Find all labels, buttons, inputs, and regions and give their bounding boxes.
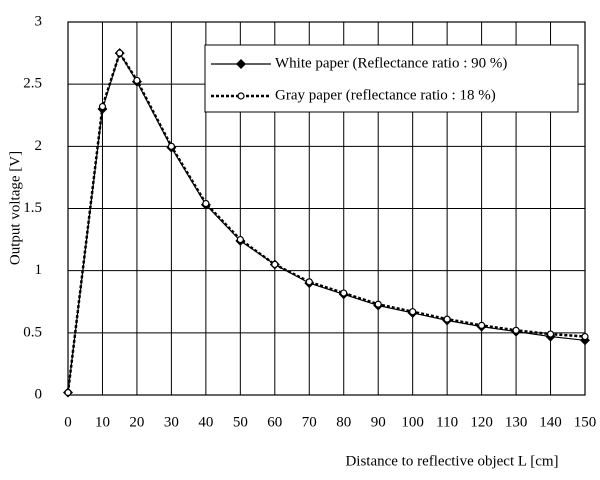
x-tick-label: 70 (302, 414, 317, 430)
y-tick-label: 0 (35, 386, 43, 402)
y-tick-label: 2 (35, 138, 43, 154)
data-point (478, 321, 486, 329)
x-tick-label: 30 (164, 414, 179, 430)
x-tick-label: 0 (64, 414, 72, 430)
x-tick-label: 140 (539, 414, 562, 430)
data-point (167, 142, 175, 150)
x-tick-label: 40 (198, 414, 213, 430)
x-tick-label: 130 (505, 414, 528, 430)
data-point (271, 260, 279, 269)
data-point (581, 332, 589, 341)
plot-frame (67, 21, 586, 396)
legend-label: White paper (Reflectance ratio : 90 %) (275, 55, 507, 71)
y-axis-label: Output voltage [V] (7, 151, 23, 265)
data-point (305, 278, 313, 286)
x-tick-label: 50 (233, 414, 248, 430)
legend-box (204, 44, 579, 113)
x-tick-label: 20 (129, 414, 144, 430)
x-tick-label: 60 (267, 414, 282, 430)
x-tick-label: 100 (401, 414, 424, 430)
x-tick-label: 10 (95, 414, 110, 430)
legend-marker (237, 92, 245, 100)
data-point (116, 49, 124, 57)
data-point (512, 326, 520, 334)
data-point (133, 76, 141, 85)
data-point (64, 388, 72, 397)
data-point (236, 235, 244, 244)
x-tick-label: 150 (574, 414, 597, 430)
data-point (340, 289, 348, 297)
legend-label: Gray paper (reflectance ratio : 18 %) (275, 87, 496, 103)
y-tick-label: 1.5 (23, 200, 42, 216)
data-point (202, 199, 210, 208)
x-tick-label: 110 (436, 414, 458, 430)
y-tick-label: 2.5 (23, 76, 42, 92)
data-point (546, 330, 555, 338)
x-tick-label: 90 (371, 414, 386, 430)
y-tick-label: 0.5 (23, 324, 42, 340)
x-tick-label: 80 (336, 414, 351, 430)
series-line (66, 50, 586, 393)
legend-marker (236, 59, 246, 69)
data-point (374, 300, 382, 308)
data-point (98, 102, 107, 111)
y-tick-label: 3 (35, 13, 43, 29)
x-axis-label: Distance to reflective object L [cm] (345, 453, 558, 469)
data-point (409, 308, 417, 316)
data-point (443, 315, 451, 323)
y-tick-label: 1 (35, 262, 43, 278)
x-tick-label: 120 (470, 414, 493, 430)
